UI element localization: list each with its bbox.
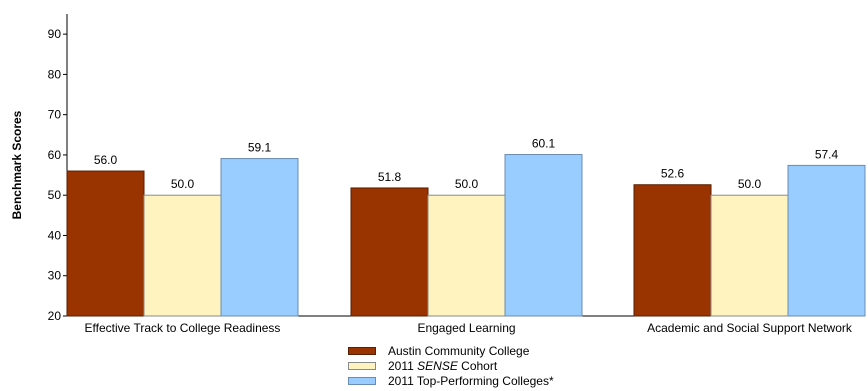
legend-item-austin: Austin Community College	[348, 343, 554, 358]
y-tick-label: 50	[48, 188, 62, 202]
bar	[504, 154, 583, 317]
data-label: 57.4	[815, 147, 839, 161]
bar	[66, 170, 145, 317]
legend-swatch-sense-cohort	[348, 361, 376, 370]
bar	[787, 164, 866, 317]
bar	[427, 194, 506, 317]
data-label: 50.0	[171, 177, 195, 191]
bar	[220, 158, 299, 317]
y-tick-label: 70	[48, 108, 62, 122]
y-tick-label: 20	[48, 309, 62, 323]
bar	[143, 194, 222, 317]
category-label: Academic and Social Support Network	[647, 321, 853, 335]
y-axis-label: Benchmark Scores	[10, 110, 24, 219]
category-label: Effective Track to College Readiness	[85, 321, 281, 335]
data-label: 50.0	[455, 177, 479, 191]
data-label: 59.1	[248, 141, 272, 155]
category-label: Engaged Learning	[417, 321, 515, 335]
y-tick-label: 80	[48, 67, 62, 81]
benchmark-bar-chart: Benchmark Scores 20 30 40 50 60 70 80 90 56.0 50…	[10, 14, 866, 335]
data-label: 52.6	[661, 167, 685, 181]
data-label: 60.1	[532, 137, 556, 151]
legend-swatch-austin	[348, 346, 376, 355]
legend: Austin Community College 2011 SENSE Coho…	[348, 343, 554, 388]
bar	[350, 187, 429, 317]
legend-label-austin: Austin Community College	[388, 343, 530, 358]
legend-swatch-top-performing	[348, 376, 376, 385]
labels-group: 56.0 50.0 59.1 Effective Track to College R…	[85, 137, 853, 335]
bar	[633, 184, 712, 317]
legend-item-sense-cohort: 2011 SENSE Cohort	[348, 358, 554, 373]
y-tick-label: 60	[48, 148, 62, 162]
data-label: 51.8	[378, 170, 402, 184]
data-label: 50.0	[738, 177, 762, 191]
y-tick-label: 90	[48, 27, 62, 41]
legend-item-top-performing: 2011 Top-Performing Colleges*	[348, 373, 554, 388]
bar	[710, 194, 789, 317]
legend-label-sense-cohort: 2011 SENSE Cohort	[388, 358, 498, 373]
legend-label-top-performing: 2011 Top-Performing Colleges*	[388, 373, 554, 388]
data-label: 56.0	[94, 153, 118, 167]
y-tick-label: 40	[48, 228, 62, 242]
bars-group	[66, 154, 866, 317]
y-tick-label: 30	[48, 269, 62, 283]
